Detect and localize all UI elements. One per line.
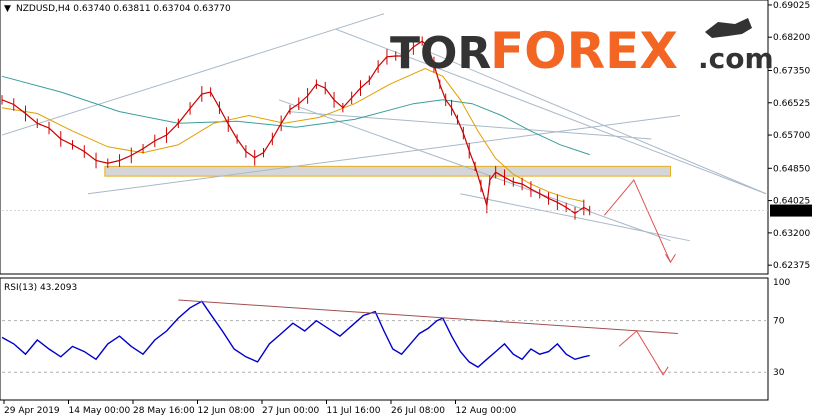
rsi-trendline [178,299,678,335]
rsi-layer [1,299,766,376]
x-tick-label: 29 Apr 2019 [4,406,60,416]
moving-average-slow [1,75,590,156]
price-tick-label: 0.62375 [773,261,810,271]
logo-forex: FOREX [490,22,678,80]
price-tick-label: 0.66525 [773,99,810,109]
x-tick-label: 26 Jul 08:00 [391,406,445,416]
logo-tor: TOR [390,28,491,79]
rsi-tick-label: 30 [773,368,785,378]
channel-line-1 [87,114,681,195]
price-tick-label: 0.64025 [773,197,810,207]
support-zone [104,165,672,177]
price-line [1,40,590,215]
x-tick-label: 12 Jun 08:00 [198,406,255,416]
channel-line-3 [422,48,767,195]
chart-header-icon: ▼ [4,4,11,14]
symbol-header: NZDUSD,H4 0.63740 0.63811 0.63704 0.6377… [16,4,231,14]
price-tick-label: 0.68200 [773,33,810,43]
rsi-forecast-arrowhead [657,366,669,376]
rsi-forecast-path [618,330,664,376]
axis-layer: 0.63770 0.69025 0.68200 0.67350 0.66525 0.657… [3,1,812,416]
price-forecast-arrowhead [665,253,676,264]
x-tick-label: 27 Jun 00:00 [262,406,319,416]
rsi-tick-label: 100 [773,278,790,288]
x-tick-label: 14 May 00:00 [69,406,131,416]
x-tick-label: 28 May 16:00 [133,406,195,416]
channel-line-6 [288,111,652,140]
price-tick-label: 0.63200 [773,229,810,239]
x-tick-label: 12 Aug 00:00 [456,406,517,416]
price-tick-label: 0.64850 [773,164,810,174]
channel-line-2 [336,28,767,195]
rsi-header: RSI(13) 43.2093 [4,283,77,293]
bull-icon [705,18,752,38]
price-tick-label: 0.65700 [773,131,810,141]
x-tick-label: 11 Jul 16:00 [327,406,381,416]
current-price-tag [770,204,812,217]
torforex-logo: TOR FOREX .com [390,18,774,80]
price-tick-label: 0.67350 [773,66,810,76]
price-forecast-path [604,179,671,263]
price-layer [1,13,768,264]
current-price-label: 0.63770 [773,207,810,217]
rsi-panel [0,277,769,401]
rsi-line [1,300,590,368]
channel-line-0 [1,13,385,136]
price-tick-label: 0.69025 [773,1,810,11]
rsi-tick-label: 70 [773,317,785,327]
price-panel [0,0,769,275]
logo-com: .com [698,42,774,75]
